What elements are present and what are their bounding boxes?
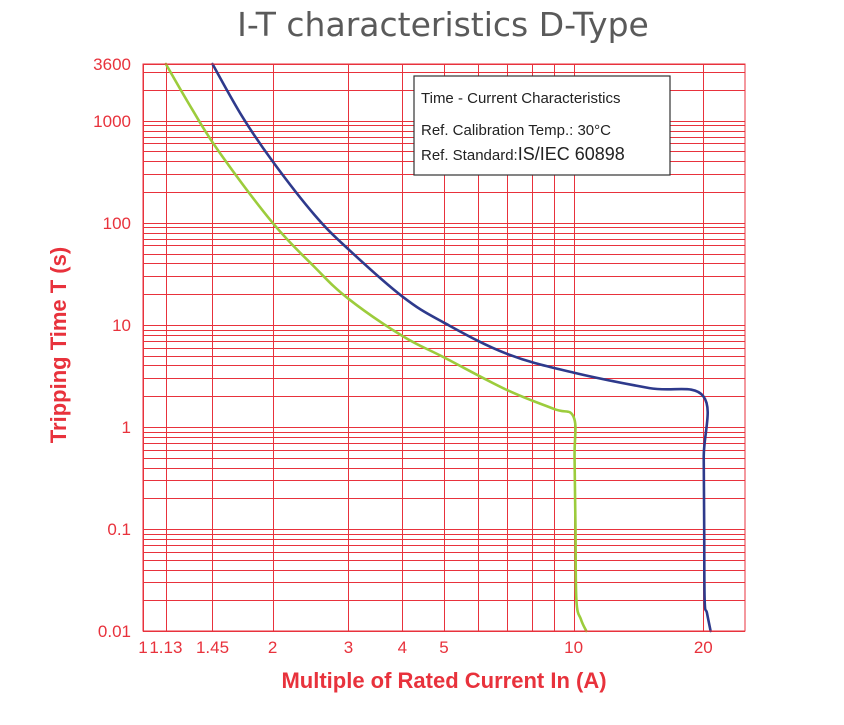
x-tick-label: 2 — [268, 638, 277, 657]
x-axis-ticks: 1 1.13 1.45 2 3 4 5 10 20 — [138, 638, 712, 657]
plot-frame — [142, 63, 746, 632]
chart-title: I-T characteristics D-Type — [237, 5, 649, 44]
y-axis-ticks: 0.01 0.1 1 10 100 1000 3600 — [93, 55, 131, 641]
y-tick-label: 0.1 — [107, 520, 131, 539]
x-tick-label: 1 — [138, 638, 147, 657]
legend: Time - Current Characteristics Ref. Cali… — [413, 75, 671, 176]
y-tick-label: 0.01 — [98, 622, 131, 641]
legend-standard-value: IS/IEC 60898 — [518, 144, 625, 164]
x-tick-label: 1.13 — [149, 638, 182, 657]
y-tick-label: 10 — [112, 316, 131, 335]
legend-line-2: Ref. Calibration Temp.: 30°C — [421, 122, 611, 139]
curves — [164, 62, 712, 633]
x-tick-label: 4 — [398, 638, 407, 657]
x-tick-label: 1.45 — [196, 638, 229, 657]
x-tick-label: 3 — [344, 638, 353, 657]
y-tick-label: 100 — [103, 214, 131, 233]
y-tick-label: 1 — [122, 418, 131, 437]
x-axis-title: Multiple of Rated Current In (A) — [281, 668, 606, 693]
legend-line-1: Time - Current Characteristics — [421, 90, 620, 107]
x-tick-label: 10 — [564, 638, 583, 657]
y-axis-title: Tripping Time T (s) — [46, 247, 71, 443]
series-line-1 — [164, 62, 588, 633]
series-line-2 — [211, 62, 712, 633]
legend-box — [413, 75, 671, 176]
x-tick-label: 5 — [439, 638, 448, 657]
x-tick-label: 20 — [694, 638, 713, 657]
legend-line-3: Ref. Standard:IS/IEC 60898 — [421, 144, 625, 164]
legend-standard-prefix: Ref. Standard: — [421, 147, 518, 164]
y-tick-label: 3600 — [93, 55, 131, 74]
y-tick-label: 1000 — [93, 112, 131, 131]
